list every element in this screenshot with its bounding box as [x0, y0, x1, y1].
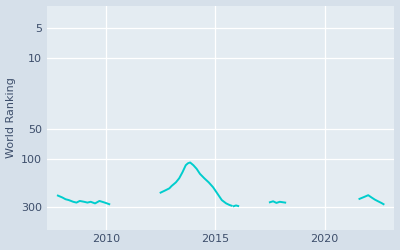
Y-axis label: World Ranking: World Ranking: [6, 77, 16, 158]
